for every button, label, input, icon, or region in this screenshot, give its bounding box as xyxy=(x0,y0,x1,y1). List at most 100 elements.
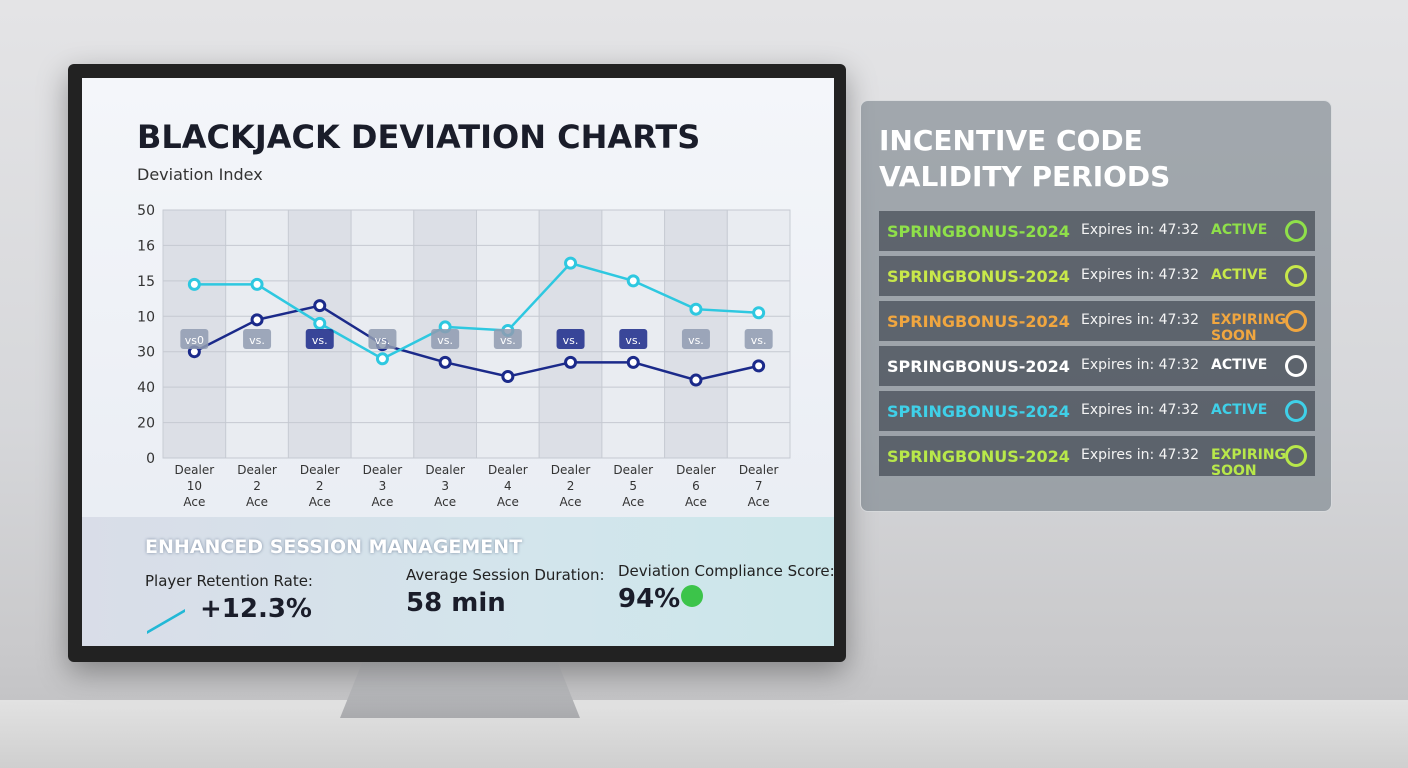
status: ACTIVE xyxy=(1211,402,1268,418)
vs-label: vs0 xyxy=(185,334,204,347)
metric-label: Average Session Duration: xyxy=(406,566,605,584)
code-row: SPRINGBONUS-2024 Expires in: 47:32 ACTIVE xyxy=(879,391,1315,431)
vs-badge xyxy=(180,329,209,349)
desk xyxy=(0,700,1408,768)
y-tick-label: 0 xyxy=(146,451,155,467)
data-point xyxy=(564,256,578,270)
metric-label: Deviation Compliance Score: xyxy=(618,562,835,580)
series-line xyxy=(194,261,759,361)
series-line xyxy=(193,304,759,382)
chart-title: BLACKJACK DEVIATION CHARTS xyxy=(137,118,701,156)
data-point xyxy=(689,302,703,316)
code-row: SPRINGBONUS-2024 Expires in: 47:32 ACTIVE xyxy=(879,346,1315,386)
code: SPRINGBONUS-2024 xyxy=(887,267,1070,286)
data-point xyxy=(438,355,452,369)
expires: Expires in: 47:32 xyxy=(1081,357,1199,373)
vs-label: vs. xyxy=(751,334,767,347)
status-ring xyxy=(1285,220,1307,242)
status: EXPIRING SOON xyxy=(1211,447,1287,479)
status-ring xyxy=(1285,310,1307,332)
vs-label: vs. xyxy=(375,334,391,347)
x-tick-label: Dealer 3 Ace xyxy=(362,463,403,509)
code: SPRINGBONUS-2024 xyxy=(887,447,1070,466)
data-point xyxy=(626,274,640,288)
metric-value: +12.3% xyxy=(200,594,312,624)
x-tick-label: Dealer 10 Ace xyxy=(174,463,215,509)
vs-label: vs. xyxy=(500,334,516,347)
vs-label: vs. xyxy=(249,334,265,347)
vs-label: vs. xyxy=(312,334,328,347)
data-point xyxy=(313,299,327,313)
vs-badge xyxy=(556,329,585,349)
expires: Expires in: 47:32 xyxy=(1081,222,1199,238)
data-point xyxy=(501,370,515,384)
vs-label: vs. xyxy=(625,334,641,347)
status: ACTIVE xyxy=(1211,357,1268,373)
status-ring xyxy=(1285,355,1307,377)
code: SPRINGBONUS-2024 xyxy=(887,222,1070,241)
status: ACTIVE xyxy=(1211,267,1268,283)
vs-label: vs. xyxy=(688,334,704,347)
x-tick-label: Dealer 2 Ace xyxy=(237,463,277,509)
chart-subtitle: Deviation Index xyxy=(137,165,263,184)
y-tick-label: 40 xyxy=(137,380,155,396)
check-icon xyxy=(681,585,703,607)
data-point xyxy=(752,306,766,320)
vs-badge xyxy=(368,329,397,349)
x-tick-label: Dealer 4 Ace xyxy=(488,463,528,509)
status: EXPIRING SOON xyxy=(1211,312,1287,344)
x-tick-label: Dealer 2 Ace xyxy=(550,463,591,509)
y-tick-label: 15 xyxy=(137,274,155,290)
data-point xyxy=(375,352,389,366)
vs-label: vs. xyxy=(437,334,453,347)
vs-badge xyxy=(493,329,522,349)
y-tick-label: 50 xyxy=(137,203,155,219)
expires: Expires in: 47:32 xyxy=(1081,312,1199,328)
panel-title: INCENTIVE CODE VALIDITY PERIODS xyxy=(879,124,1171,193)
code-row: SPRINGBONUS-2024 Expires in: 47:32 ACTIVE xyxy=(879,211,1315,251)
code: SPRINGBONUS-2024 xyxy=(887,357,1070,376)
vs-label: vs. xyxy=(563,334,579,347)
code-row: SPRINGBONUS-2024 Expires in: 47:32 EXPIRIN… xyxy=(879,301,1315,344)
metric-value: 58 min xyxy=(406,588,506,618)
data-point xyxy=(626,355,640,369)
status-ring xyxy=(1285,265,1307,287)
metric-value: 94% xyxy=(618,584,681,614)
data-point xyxy=(250,277,264,291)
incentive-panel: INCENTIVE CODE VALIDITY PERIODS SPRINGBO… xyxy=(860,100,1332,512)
data-point xyxy=(250,313,264,327)
data-point xyxy=(313,316,327,330)
code-row: SPRINGBONUS-2024 Expires in: 47:32 ACTIVE xyxy=(879,256,1315,296)
x-tick-label: Dealer 7 Ace xyxy=(738,463,779,509)
x-tick-label: Dealer 5 Ace xyxy=(613,463,654,509)
y-tick-label: 16 xyxy=(137,238,155,254)
metric-label: Player Retention Rate: xyxy=(145,572,313,590)
vs-badge xyxy=(305,329,334,349)
vs-badge xyxy=(681,329,710,349)
y-tick-label: 20 xyxy=(137,416,155,432)
x-tick-label: Dealer 2 Ace xyxy=(299,463,340,509)
status-ring xyxy=(1285,400,1307,422)
expires: Expires in: 47:32 xyxy=(1081,267,1199,283)
session-section xyxy=(82,517,834,646)
status-ring xyxy=(1285,445,1307,467)
vs-badge xyxy=(619,329,648,349)
x-tick-label: Dealer 3 Ace xyxy=(425,463,465,509)
code-row: SPRINGBONUS-2024 Expires in: 47:32 EXPIRIN… xyxy=(879,436,1315,479)
vs-badge xyxy=(744,329,773,349)
y-tick-label: 10 xyxy=(137,309,155,325)
data-point xyxy=(564,355,578,369)
data-point xyxy=(689,373,703,387)
code: SPRINGBONUS-2024 xyxy=(887,402,1070,421)
x-tick-label: Dealer 6 Ace xyxy=(676,463,716,509)
vs-badge xyxy=(243,329,272,349)
data-point xyxy=(187,277,201,291)
session-title: ENHANCED SESSION MANAGEMENT xyxy=(145,536,523,558)
y-tick-label: 30 xyxy=(137,345,155,361)
expires: Expires in: 47:32 xyxy=(1081,447,1199,463)
expires: Expires in: 47:32 xyxy=(1081,402,1199,418)
code: SPRINGBONUS-2024 xyxy=(887,312,1070,331)
status: ACTIVE xyxy=(1211,222,1268,238)
